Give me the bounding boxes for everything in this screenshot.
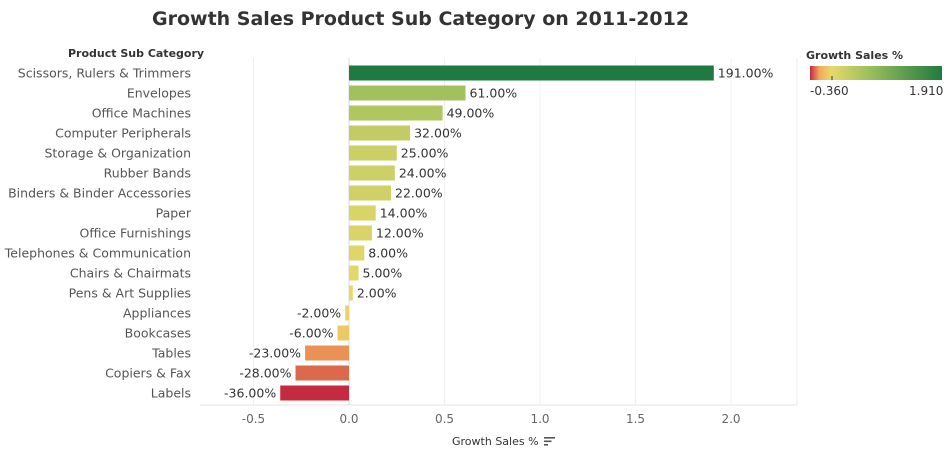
category-label[interactable]: Office Machines	[92, 106, 191, 121]
category-label[interactable]: Telephones & Communication	[4, 246, 191, 261]
data-label: 24.00%	[399, 166, 447, 181]
category-label[interactable]: Office Furnishings	[80, 226, 191, 241]
chart-title: Growth Sales Product Sub Category on 201…	[152, 8, 690, 30]
data-label: 12.00%	[376, 226, 424, 241]
bar[interactable]	[337, 325, 349, 341]
bar[interactable]	[349, 85, 466, 101]
x-tick-label: 1.5	[626, 412, 645, 426]
data-label: 5.00%	[363, 266, 403, 281]
x-axis-title-wrap[interactable]: Growth Sales %	[452, 435, 555, 448]
bar[interactable]	[349, 265, 359, 281]
bar[interactable]	[349, 185, 392, 201]
data-label: 22.00%	[395, 186, 443, 201]
sort-descending-icon[interactable]	[543, 437, 555, 446]
bar[interactable]	[280, 385, 349, 401]
x-tick-label: -0.5	[242, 412, 265, 426]
category-label[interactable]: Pens & Art Supplies	[69, 286, 191, 301]
category-label[interactable]: Tables	[151, 346, 191, 361]
category-label[interactable]: Paper	[156, 206, 192, 221]
x-tick-label: 0.0	[339, 412, 358, 426]
category-label[interactable]: Scissors, Rulers & Trimmers	[18, 66, 191, 81]
bar[interactable]	[345, 305, 349, 321]
category-label[interactable]: Rubber Bands	[104, 166, 191, 181]
bar[interactable]	[349, 285, 353, 301]
legend-min-label: -0.360	[810, 84, 849, 98]
x-axis-title: Growth Sales %	[452, 435, 539, 448]
row-header-label[interactable]: Product Sub Category	[68, 47, 205, 60]
bar[interactable]	[349, 165, 395, 181]
legend-color-ramp	[810, 66, 942, 80]
x-tick-label: 2.0	[721, 412, 740, 426]
category-label[interactable]: Binders & Binder Accessories	[8, 186, 191, 201]
bar[interactable]	[295, 365, 349, 381]
data-label: 2.00%	[357, 286, 397, 301]
bar[interactable]	[349, 205, 376, 221]
data-label: 191.00%	[718, 66, 774, 81]
category-label[interactable]: Chairs & Chairmats	[70, 266, 191, 281]
category-label[interactable]: Labels	[151, 386, 191, 401]
data-label: 14.00%	[380, 206, 428, 221]
bar[interactable]	[305, 345, 349, 361]
data-label: 61.00%	[470, 86, 518, 101]
category-label[interactable]: Copiers & Fax	[105, 366, 191, 381]
bar[interactable]	[349, 245, 365, 261]
data-label: -28.00%	[239, 366, 291, 381]
bar-chart: Scissors, Rulers & Trimmers Envelopes Offi…	[4, 58, 798, 426]
bar[interactable]	[349, 65, 714, 81]
x-tick-label: 1.0	[530, 412, 549, 426]
data-label: -36.00%	[224, 386, 276, 401]
bar[interactable]	[349, 105, 443, 121]
data-label: 8.00%	[368, 246, 408, 261]
data-label: 25.00%	[401, 146, 449, 161]
data-label: -23.00%	[249, 346, 301, 361]
bar[interactable]	[349, 145, 397, 161]
legend-max-label: 1.910	[909, 84, 944, 98]
data-label: 49.00%	[447, 106, 495, 121]
category-label[interactable]: Envelopes	[127, 86, 191, 101]
x-tick-label: 0.5	[435, 412, 454, 426]
data-label: -2.00%	[297, 306, 341, 321]
bar[interactable]	[349, 125, 411, 141]
category-label[interactable]: Appliances	[123, 306, 191, 321]
data-label: 32.00%	[414, 126, 462, 141]
category-label[interactable]: Bookcases	[125, 326, 191, 341]
data-label: -6.00%	[289, 326, 333, 341]
bar[interactable]	[349, 225, 372, 241]
category-label[interactable]: Storage & Organization	[44, 146, 191, 161]
legend-title: Growth Sales %	[806, 49, 904, 62]
category-label[interactable]: Computer Peripherals	[55, 126, 191, 141]
